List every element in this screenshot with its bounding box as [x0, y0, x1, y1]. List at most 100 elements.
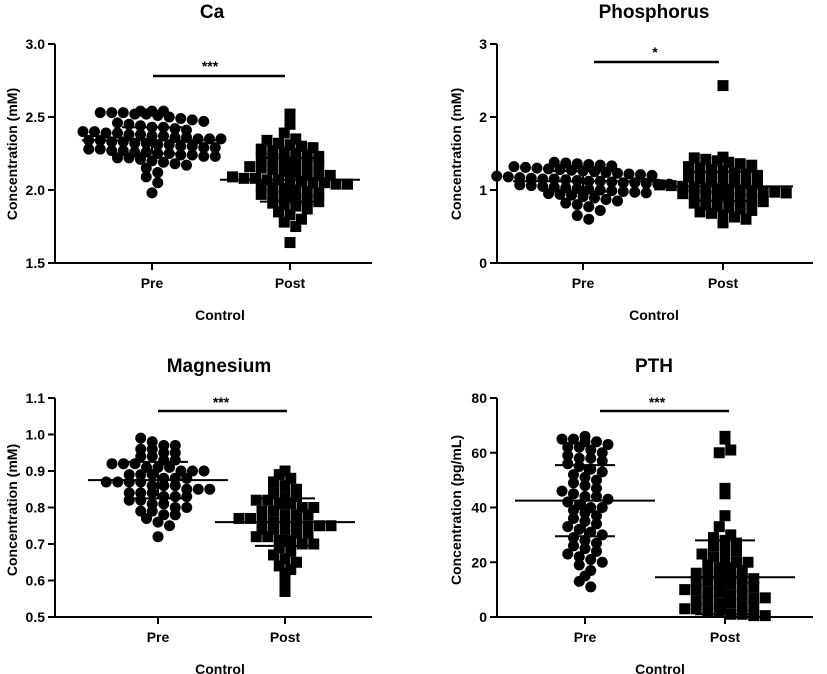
data-point-post: [324, 169, 336, 181]
data-point-post: [677, 188, 689, 200]
data-point-post: [736, 564, 748, 576]
data-point-post: [702, 567, 714, 579]
data-point-pre: [140, 108, 152, 120]
data-point-post: [725, 570, 737, 582]
x-tick-label-pre: Pre: [147, 629, 170, 645]
data-point-pre: [591, 537, 602, 549]
data-point-pre: [112, 127, 123, 139]
data-point-post: [267, 145, 279, 157]
x-axis-label: Control: [195, 307, 245, 323]
data-point-post: [708, 540, 719, 552]
data-point-post: [713, 521, 725, 533]
data-point-pre: [562, 449, 574, 461]
chart-title: Ca: [200, 2, 225, 23]
data-point-post: [769, 186, 781, 198]
data-point-post: [734, 193, 746, 205]
data-point-post: [284, 209, 296, 221]
y-tick-label-1: 1: [479, 182, 487, 198]
y-tick-label-1-1: 1.1: [26, 390, 46, 406]
chart-title: PTH: [635, 356, 673, 377]
data-point-pre: [640, 187, 652, 199]
data-point-pre: [583, 213, 595, 225]
data-point-pre: [583, 201, 595, 213]
data-point-post: [279, 480, 291, 492]
data-point-post: [702, 595, 714, 607]
significance-label: ***: [649, 394, 666, 410]
data-point-pre: [112, 476, 124, 488]
data-point-post: [278, 183, 290, 195]
data-point-pre: [629, 177, 641, 189]
data-point-post: [734, 184, 746, 196]
data-point-pre: [169, 509, 181, 521]
data-point-pre: [169, 480, 181, 492]
data-point-post: [731, 545, 742, 557]
data-point-post: [238, 172, 250, 184]
data-point-post: [245, 512, 256, 524]
data-point-post: [284, 118, 296, 130]
data-point-post: [706, 207, 717, 219]
y-tick-label-0-7: 0.7: [26, 536, 46, 552]
data-point-post: [713, 578, 725, 590]
data-point-pre: [204, 133, 215, 145]
data-point-post: [325, 520, 337, 532]
data-point-pre: [502, 171, 514, 183]
data-point-pre: [600, 166, 612, 178]
data-point-post: [717, 209, 729, 221]
data-point-post: [285, 534, 297, 546]
data-point-post: [279, 567, 291, 579]
data-point-pre: [531, 162, 543, 174]
data-point-post: [723, 191, 735, 203]
data-point-post: [713, 606, 725, 618]
data-point-post: [301, 158, 313, 170]
data-point-pre: [209, 150, 221, 162]
data-point-pre: [118, 458, 129, 470]
data-point-post: [694, 162, 706, 174]
data-point-pre: [135, 476, 147, 488]
data-point-post: [729, 211, 740, 223]
data-point-pre: [146, 450, 158, 462]
data-point-post: [273, 560, 285, 572]
data-point-pre: [215, 133, 227, 145]
data-point-post: [279, 553, 291, 565]
data-point-post: [736, 573, 748, 585]
data-point-post: [719, 488, 731, 500]
data-point-pre: [562, 496, 574, 508]
data-point-post: [290, 156, 302, 168]
data-point-pre: [585, 463, 597, 475]
data-point-post: [301, 185, 313, 197]
data-point-post: [688, 152, 700, 164]
data-point-pre: [152, 139, 164, 151]
data-point-pre: [181, 159, 192, 171]
data-point-post: [273, 534, 285, 546]
data-point-pre: [152, 177, 164, 189]
data-point-post: [746, 159, 758, 171]
data-point-post: [731, 556, 742, 568]
data-point-pre: [94, 143, 106, 155]
data-point-post: [256, 523, 268, 535]
data-point-pre: [579, 543, 591, 555]
data-point-pre: [591, 545, 602, 557]
data-point-post: [285, 545, 297, 557]
data-point-post: [261, 134, 273, 146]
significance-label: ***: [202, 58, 219, 74]
data-point-post: [267, 197, 279, 209]
data-point-post: [725, 444, 737, 456]
data-point-post: [255, 188, 267, 200]
data-point-post: [273, 469, 285, 481]
data-point-pre: [573, 460, 585, 472]
data-point-post: [279, 585, 291, 597]
data-point-pre: [568, 512, 579, 524]
data-point-pre: [163, 111, 175, 123]
data-point-post: [780, 187, 792, 199]
data-point-post: [314, 520, 325, 532]
data-point-pre: [135, 432, 147, 444]
data-point-post: [301, 149, 313, 161]
data-point-post: [227, 171, 238, 183]
data-point-pre: [602, 493, 614, 505]
y-tick-label-1-5: 1.5: [26, 255, 46, 271]
data-point-pre: [577, 191, 589, 203]
data-point-pre: [556, 433, 568, 445]
data-point-pre: [135, 120, 146, 132]
data-point-post: [256, 505, 268, 517]
data-point-post: [273, 137, 284, 149]
